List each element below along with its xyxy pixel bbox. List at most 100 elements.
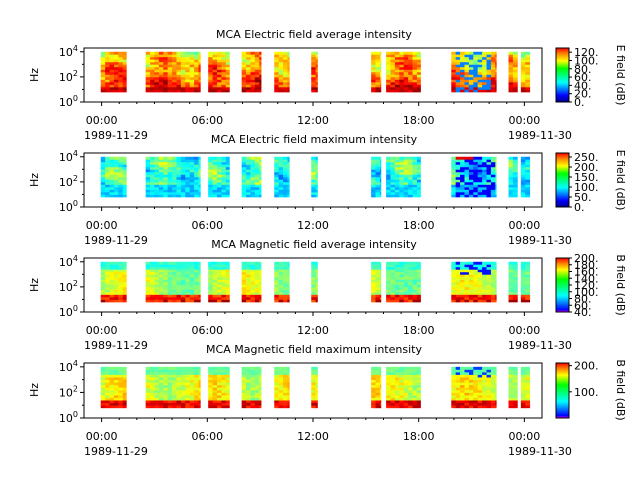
heatmap-cell [208,56,213,60]
heatmap-cell [283,271,288,275]
heatmap-cell [154,374,160,378]
heatmap-cell [495,179,497,183]
heatmap-cell [185,291,191,295]
heatmap-cell [158,61,164,65]
heatmap-cell [122,81,127,85]
heatmap-cell [172,76,177,80]
heatmap-cell [274,264,280,268]
heatmap-cell [460,294,465,298]
heatmap-cell [150,89,155,93]
heatmap-cell [105,394,110,398]
heatmap-cell [154,264,160,268]
heatmap-cell [167,382,173,386]
heatmap-cell [525,186,531,190]
heatmap-cell [386,169,391,173]
heatmap-cell [246,296,251,300]
heatmap-cell [154,299,160,303]
heatmap-cell [145,71,151,75]
heatmap-cell [283,374,288,378]
heatmap-cell [375,176,381,180]
heatmap-cell [246,166,251,170]
heatmap-cell [180,384,186,388]
heatmap-cell [176,189,182,193]
heatmap-cell [198,281,201,285]
heatmap-cell [241,194,247,198]
heatmap-cell [109,289,115,293]
heatmap-cell [185,166,191,170]
heatmap-cell [217,379,222,383]
heatmap-cell [198,276,201,280]
heatmap-cell [375,71,381,75]
heatmap-cell [250,171,256,175]
heatmap-cell [486,296,492,300]
heatmap-cell [241,184,247,188]
heatmap-cell [416,191,421,195]
heatmap-cell [180,54,186,58]
heatmap-cell [512,299,518,303]
heatmap-cell [482,299,487,303]
heatmap-cell [180,56,186,60]
x-tick-label: 12:00 [297,219,329,232]
heatmap-cell [194,377,199,381]
heatmap-cell [246,371,251,375]
heatmap-cell [399,369,405,373]
heatmap-cell [508,291,514,295]
heatmap-cell [225,59,230,63]
heatmap-cell [246,174,251,178]
heatmap-cell [198,81,201,85]
heatmap-cell [512,159,518,163]
heatmap-cell [460,374,465,378]
heatmap-cell [180,371,186,375]
heatmap-cell [283,189,288,193]
heatmap-cell [246,389,251,393]
heatmap-cell [194,264,199,268]
heatmap-cell [508,294,514,298]
heatmap-cell [167,400,173,404]
heatmap-cell [412,400,418,404]
heatmap-cell [246,156,251,160]
heatmap-cell [508,66,514,70]
heatmap-cell [386,61,391,65]
heatmap-cell [464,156,470,160]
heatmap-cell [311,366,317,370]
heatmap-cell [379,276,382,280]
heatmap-cell [118,291,124,295]
heatmap-cell [451,387,457,391]
heatmap-cell [145,382,151,386]
heatmap-cell [283,194,288,198]
heatmap-cell [315,171,318,175]
heatmap-cell [520,369,526,373]
heatmap-cell [172,402,177,406]
heatmap-cell [520,66,526,70]
heatmap-cell [113,191,119,195]
heatmap-cell [194,79,199,83]
heatmap-cell [163,71,169,75]
heatmap-cell [460,400,465,404]
heatmap-cell [464,379,470,383]
heatmap-cell [163,264,169,268]
heatmap-cell [490,284,496,288]
heatmap-cell [254,397,260,401]
heatmap-cell [512,84,518,88]
heatmap-cell [113,59,119,63]
heatmap-cell [172,394,177,398]
heatmap-cell [100,69,106,73]
heatmap-cell [122,54,127,58]
heatmap-cell [176,400,182,404]
heatmap-cell [180,392,186,396]
heatmap-cell [283,296,288,300]
heatmap-cell [194,174,199,178]
heatmap-cell [180,186,186,190]
heatmap-cell [394,69,400,73]
heatmap-cell [490,384,496,388]
heatmap-cell [416,79,421,83]
heatmap-cell [259,74,262,78]
heatmap-cell [311,164,317,168]
heatmap-cell [477,159,483,163]
heatmap-cell [287,166,290,170]
heatmap-cell [221,159,227,163]
heatmap-cell [477,379,483,383]
heatmap-cell [399,286,405,290]
heatmap-cell [315,394,318,398]
heatmap-cell [118,286,124,290]
